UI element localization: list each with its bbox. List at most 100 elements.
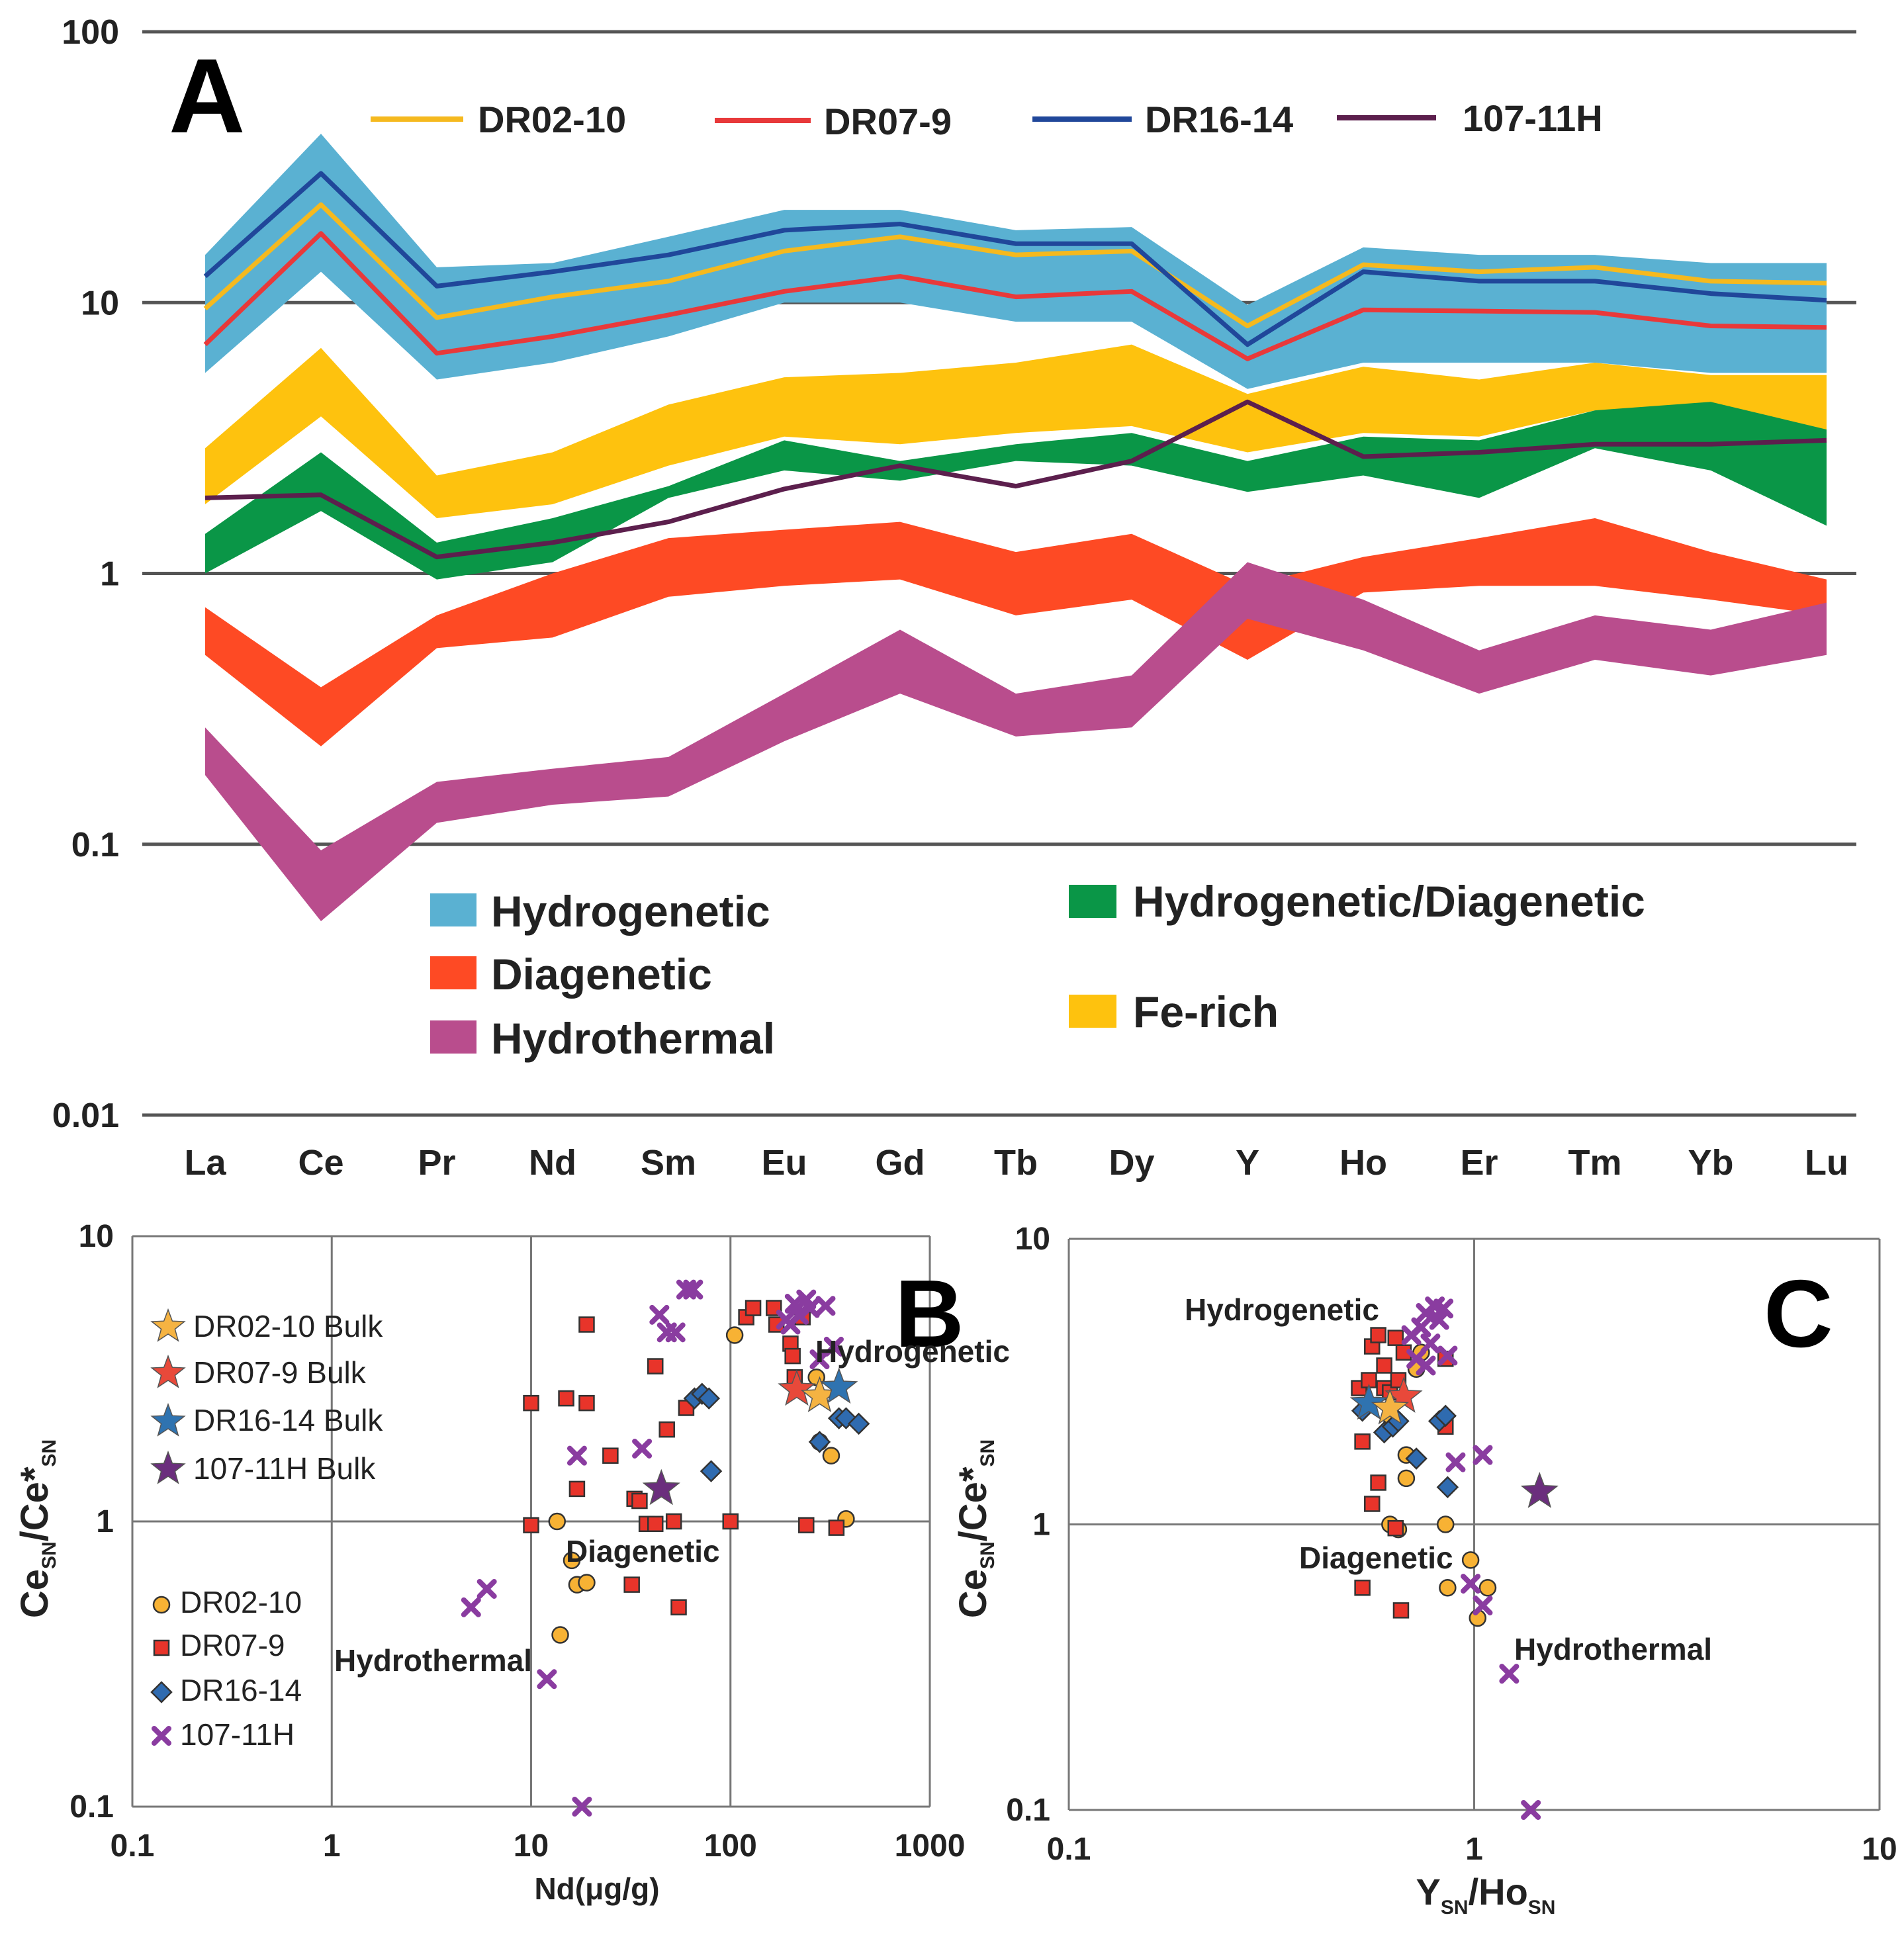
panel-b-point-dr07-9-25 bbox=[828, 1519, 845, 1536]
panel-c-point-dr07-9-14 bbox=[1387, 1519, 1404, 1537]
panel-b-point-dr07-9-24 bbox=[798, 1517, 815, 1533]
panel-c-y-tick-0-1: 0.1 bbox=[1006, 1793, 1050, 1828]
panel-a-x-tick-la: La bbox=[184, 1143, 226, 1183]
panel-a-x-tick-lu: Lu bbox=[1805, 1143, 1848, 1183]
panel-c-annotation-hydrothermal: Hydrothermal bbox=[1514, 1632, 1712, 1666]
panel-c-gridlines bbox=[1067, 1238, 1881, 1811]
panel-b-point-107-11h-5 bbox=[632, 1438, 653, 1459]
panel-b-point-dr07-9-bulk bbox=[778, 1369, 816, 1406]
legend-label-hydrogenetic: Hydrogenetic bbox=[491, 887, 770, 936]
panel-c-point-107-11h-9 bbox=[1416, 1355, 1436, 1376]
panel-b-y-label-mid: /Ce* bbox=[13, 1466, 56, 1541]
legend-label-dr02-10-bulk: DR02-10 Bulk bbox=[193, 1309, 383, 1343]
legend-label-dr16-14: DR16-14 bbox=[180, 1673, 302, 1707]
panel-b-point-dr02-10-1 bbox=[548, 1512, 567, 1531]
legend-swatch-hydrogenetic bbox=[430, 893, 476, 926]
panel-a-band-legend: Hydrogenetic Diagenetic Hydrothermal Hyd… bbox=[430, 877, 1645, 1063]
panel-c-x-tick-0-1: 0.1 bbox=[1047, 1832, 1091, 1867]
panel-c-point-dr02-10-2 bbox=[1397, 1469, 1416, 1488]
panel-a-x-tick-tm: Tm bbox=[1568, 1143, 1622, 1183]
panel-c-point-dr07-9-15 bbox=[1392, 1602, 1410, 1619]
panel-b-point-107-11h-1 bbox=[476, 1578, 497, 1599]
panel-b-point-dr07-9-0 bbox=[523, 1394, 539, 1412]
panel-c-point-dr07-9-12 bbox=[1370, 1474, 1386, 1491]
legend-marker-dr02-10-bulk bbox=[150, 1308, 186, 1342]
panel-b-point-dr07-9-21 bbox=[784, 1347, 801, 1365]
panel-b: 10 1 0.1 0.1 1 10 100 1000 B Hydrogenetic Diag… bbox=[13, 1219, 1010, 1906]
panel-b-point-dr07-9-2 bbox=[578, 1316, 595, 1333]
panel-b-point-dr02-10-0 bbox=[725, 1326, 744, 1344]
legend-marker-107-11h-bulk bbox=[150, 1450, 186, 1484]
legend-label-fe-rich: Fe-rich bbox=[1133, 987, 1279, 1036]
panel-c-label: C bbox=[1764, 1260, 1833, 1367]
panel-b-point-dr07-9-4 bbox=[568, 1480, 586, 1498]
panel-b-point-dr07-9-12 bbox=[665, 1513, 682, 1530]
panel-b-point-dr07-9-9 bbox=[647, 1515, 664, 1533]
panel-a-band-hydrothermal bbox=[205, 562, 1827, 921]
panel-a-x-tick-sm: Sm bbox=[641, 1143, 696, 1183]
panel-b-point-107-11h-3 bbox=[572, 1797, 592, 1817]
panel-b-point-dr02-10-7 bbox=[822, 1447, 840, 1465]
panel-a-x-tick-eu: Eu bbox=[761, 1143, 807, 1183]
panel-c-point-107-11h-10 bbox=[1445, 1452, 1466, 1472]
panel-c-annotation-hydrogenetic: Hydrogenetic bbox=[1185, 1292, 1379, 1327]
panel-b-point-107-11h-6 bbox=[649, 1304, 670, 1325]
panel-b-x-tick-1: 1 bbox=[323, 1828, 341, 1864]
svg-text:CeSN/Ce*SN: CeSN/Ce*SN bbox=[13, 1439, 60, 1618]
panel-c-x-tick-10: 10 bbox=[1862, 1832, 1897, 1867]
panel-c-point-107-11h-1 bbox=[1411, 1317, 1431, 1337]
panel-b-annotation-hydrothermal: Hydrothermal bbox=[334, 1643, 532, 1678]
panel-b-x-tick-100: 100 bbox=[704, 1828, 757, 1864]
legend-swatch-fe-rich bbox=[1069, 995, 1116, 1028]
panel-a-y-tick-labels: 100 10 1 0.1 0.01 bbox=[52, 13, 119, 1135]
legend-swatch-hydrothermal bbox=[430, 1020, 476, 1054]
panel-a-y-tick-1: 1 bbox=[100, 555, 119, 594]
panel-b-point-107-11h-bulk bbox=[642, 1468, 680, 1506]
panel-a-x-tick-pr: Pr bbox=[418, 1143, 455, 1183]
panel-c-point-dr02-10-5 bbox=[1437, 1515, 1455, 1533]
panel-c-point-dr07-9-16 bbox=[1354, 1579, 1371, 1596]
panel-c-points bbox=[1349, 1296, 1559, 1820]
legend-label-107-11h: 107-11H bbox=[180, 1717, 295, 1752]
panel-a-x-tick-yb: Yb bbox=[1688, 1143, 1733, 1183]
legend-label-dr07-9: DR07-9 bbox=[180, 1628, 285, 1662]
panel-b-annotation-diagenetic: Diagenetic bbox=[566, 1534, 720, 1568]
panel-c-y-label-mid: /Ce* bbox=[952, 1466, 995, 1541]
panel-c-point-107-11h-11 bbox=[1473, 1445, 1493, 1465]
panel-b-point-dr07-9-27 bbox=[623, 1576, 640, 1593]
panel-b-point-dr07-9-5 bbox=[602, 1447, 619, 1464]
panel-c-y-tick-10: 10 bbox=[1015, 1222, 1050, 1257]
panel-b-annotation-hydrogenetic: Hydrogenetic bbox=[815, 1334, 1010, 1369]
panel-b-points bbox=[461, 1279, 870, 1817]
panel-b-point-dr02-10-4 bbox=[578, 1574, 596, 1592]
panel-c-x-tick-labels: 0.1 1 10 bbox=[1047, 1832, 1897, 1867]
panel-c-x-tick-1: 1 bbox=[1465, 1832, 1483, 1867]
panel-a-x-tick-ho: Ho bbox=[1339, 1143, 1387, 1183]
panel-b-point-dr07-9-11 bbox=[658, 1421, 675, 1438]
panel-a-x-tick-gd: Gd bbox=[876, 1143, 925, 1183]
panel-b-point-dr07-9-26 bbox=[523, 1517, 539, 1533]
panel-b-point-107-11h-19 bbox=[823, 1336, 844, 1357]
legend-label-107-11h-bulk: 107-11H Bulk bbox=[193, 1451, 376, 1486]
panel-a-x-tick-labels: La Ce Pr Nd Sm Eu Gd Tb Dy Y Ho Er Tm Yb Lu bbox=[184, 1143, 1848, 1183]
panel-c-x-label-sub2: SN bbox=[1528, 1897, 1556, 1918]
panel-c-point-dr07-9-13 bbox=[1364, 1496, 1381, 1512]
panel-c-point-dr02-10-6 bbox=[1461, 1551, 1480, 1569]
legend-swatch-hydrogenetic-diagenetic bbox=[1069, 885, 1116, 918]
panel-a-x-tick-dy: Dy bbox=[1109, 1143, 1154, 1183]
panel-b-point-107-11h-0 bbox=[461, 1597, 481, 1617]
panel-a-x-tick-tb: Tb bbox=[994, 1143, 1038, 1183]
panel-c-point-107-11h-7 bbox=[1420, 1333, 1441, 1354]
panel-a: 100 10 1 0.1 0.01 La Ce Pr Nd Sm Eu Gd Tb Dy Y Ho Er Tm Y… bbox=[52, 13, 1856, 1183]
panel-b-point-107-11h-18 bbox=[815, 1296, 836, 1316]
svg-text:CeSN/Ce*SN: CeSN/Ce*SN bbox=[952, 1439, 999, 1618]
legend-marker-107-11h bbox=[152, 1726, 171, 1746]
legend-label-hydrothermal: Hydrothermal bbox=[491, 1014, 775, 1063]
panel-a-y-tick-0-01: 0.01 bbox=[52, 1097, 119, 1135]
panel-a-band-fe-rich bbox=[205, 344, 1827, 518]
panel-c-y-tick-labels: 10 1 0.1 bbox=[1006, 1222, 1050, 1828]
panel-c-point-dr07-9-11 bbox=[1354, 1433, 1371, 1450]
panel-c-point-dr16-14-7 bbox=[1405, 1447, 1428, 1470]
panel-c-y-axis-label: CeSN/Ce*SN bbox=[952, 1439, 999, 1618]
